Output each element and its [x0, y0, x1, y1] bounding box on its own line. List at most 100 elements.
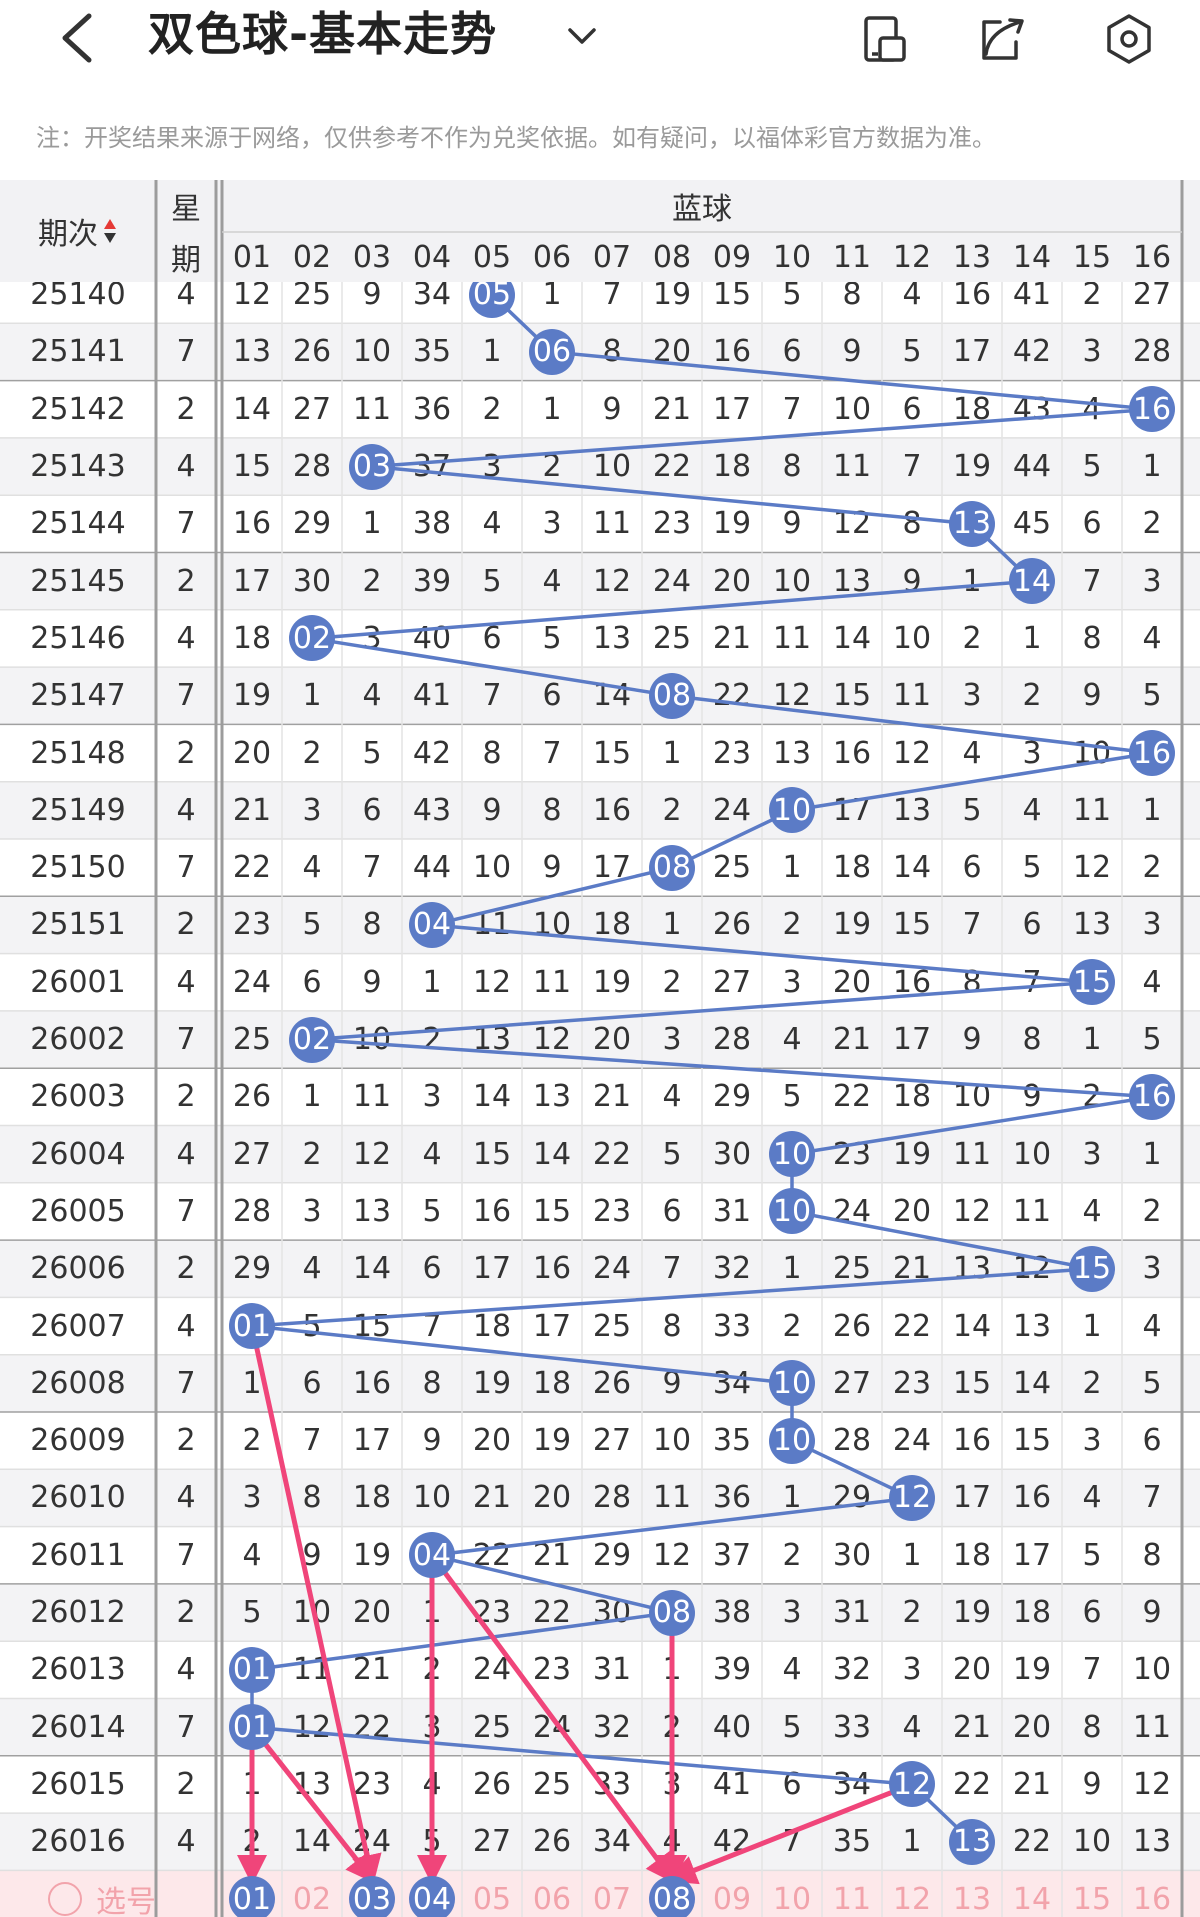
- miss-count-cell: 14: [472, 1079, 512, 1115]
- miss-count-cell: 2: [962, 620, 982, 656]
- mobile-icon[interactable]: [858, 12, 912, 66]
- miss-count-cell: 15: [532, 1193, 572, 1229]
- miss-count-cell: 9: [1142, 1595, 1162, 1631]
- miss-count-cell: 4: [662, 1824, 682, 1860]
- select-number-option[interactable]: 15: [1072, 1881, 1112, 1917]
- miss-count-cell: 3: [1082, 334, 1102, 370]
- share-icon[interactable]: [976, 12, 1030, 66]
- table-row: 25151 2 23 5 8 11 10 18 1 26 2 19 15 7 6 13 3: [0, 896, 1200, 954]
- page-title[interactable]: 双色球-基本走势: [148, 7, 498, 61]
- issue-column-header[interactable]: 期次: [0, 180, 156, 282]
- weekday-cell: 7: [176, 1193, 196, 1229]
- miss-count-cell: 6: [1022, 907, 1042, 943]
- miss-count-cell: 6: [662, 1193, 682, 1229]
- back-icon[interactable]: [55, 10, 99, 66]
- miss-count-cell: 16: [352, 1365, 392, 1401]
- miss-count-cell: 23: [352, 1766, 392, 1802]
- miss-count-cell: 4: [782, 1652, 802, 1688]
- miss-count-cell: 4: [542, 563, 562, 599]
- select-number-option[interactable]: 10: [772, 1881, 812, 1917]
- miss-count-cell: 22: [892, 1308, 932, 1344]
- selected-number-ball[interactable]: 08: [649, 1876, 695, 1917]
- miss-count-cell: 5: [662, 1136, 682, 1172]
- miss-count-cell: 18: [1012, 1595, 1052, 1631]
- miss-count-cell: 6: [1142, 1423, 1162, 1459]
- miss-count-cell: 29: [712, 1079, 752, 1115]
- issue-number: 25141: [30, 334, 126, 370]
- winning-ball: 15: [1069, 1245, 1115, 1292]
- selected-number-ball[interactable]: 01: [229, 1876, 275, 1917]
- miss-count-cell: 34: [592, 1824, 632, 1860]
- miss-count-cell: 27: [1132, 282, 1172, 313]
- miss-count-cell: 13: [232, 334, 272, 370]
- miss-count-cell: 34: [712, 1365, 752, 1401]
- miss-count-cell: 22: [532, 1595, 572, 1631]
- miss-count-cell: 13: [1012, 1308, 1052, 1344]
- miss-count-cell: 16: [832, 735, 872, 771]
- miss-count-cell: 33: [712, 1308, 752, 1344]
- miss-count-cell: 3: [662, 1766, 682, 1802]
- ball-column-header: 03: [352, 239, 392, 275]
- miss-count-cell: 40: [712, 1709, 752, 1745]
- miss-count-cell: 5: [962, 792, 982, 828]
- miss-count-cell: 6: [422, 1251, 442, 1287]
- select-number-option[interactable]: 02: [292, 1881, 332, 1917]
- miss-count-cell: 24: [892, 1423, 932, 1459]
- select-number-option[interactable]: 05: [472, 1881, 512, 1917]
- miss-count-cell: 11: [292, 1652, 332, 1688]
- miss-count-cell: 11: [1132, 1709, 1172, 1745]
- radio-circle-icon[interactable]: [48, 1882, 82, 1917]
- settings-icon[interactable]: [1102, 12, 1156, 66]
- select-number-option[interactable]: 11: [832, 1881, 872, 1917]
- weekday-cell: 2: [176, 735, 196, 771]
- miss-count-cell: 8: [962, 964, 982, 1000]
- miss-count-cell: 18: [952, 391, 992, 427]
- ball-column-header: 12: [892, 239, 932, 275]
- miss-count-cell: 4: [1082, 1193, 1102, 1229]
- miss-count-cell: 8: [1142, 1537, 1162, 1573]
- miss-count-cell: 5: [782, 1079, 802, 1115]
- miss-count-cell: 3: [302, 1193, 322, 1229]
- miss-count-cell: 25: [652, 620, 692, 656]
- miss-count-cell: 19: [472, 1365, 512, 1401]
- miss-count-cell: 11: [352, 1079, 392, 1115]
- miss-count-cell: 39: [412, 563, 452, 599]
- miss-count-cell: 20: [652, 334, 692, 370]
- chevron-down-icon[interactable]: [562, 16, 602, 56]
- miss-count-cell: 24: [232, 964, 272, 1000]
- winning-ball: 01: [229, 1704, 275, 1751]
- miss-count-cell: 5: [362, 735, 382, 771]
- selected-number-ball[interactable]: 03: [349, 1876, 395, 1917]
- miss-count-cell: 26: [532, 1824, 572, 1860]
- miss-count-cell: 6: [782, 1766, 802, 1802]
- miss-count-cell: 7: [602, 282, 622, 313]
- select-number-option[interactable]: 12: [892, 1881, 932, 1917]
- winning-ball: 10: [769, 787, 815, 834]
- miss-count-cell: 4: [902, 1709, 922, 1745]
- miss-count-cell: 13: [952, 1251, 992, 1287]
- miss-count-cell: 31: [832, 1595, 872, 1631]
- select-number-option[interactable]: 16: [1132, 1881, 1172, 1917]
- select-toggle[interactable]: 选号: [48, 1870, 156, 1917]
- miss-count-cell: 5: [302, 1308, 322, 1344]
- miss-count-cell: 6: [1082, 506, 1102, 542]
- miss-count-cell: 5: [242, 1595, 262, 1631]
- weekday-cell: 7: [176, 1365, 196, 1401]
- weekday-cell: 4: [176, 1652, 196, 1688]
- select-number-option[interactable]: 07: [592, 1881, 632, 1917]
- weekday-cell: 7: [176, 1022, 196, 1058]
- miss-count-cell: 10: [472, 850, 512, 886]
- weekday-cell: 7: [176, 1709, 196, 1745]
- miss-count-cell: 3: [422, 1709, 442, 1745]
- miss-count-cell: 24: [352, 1824, 392, 1860]
- table-header: 期次 星 期 蓝球 01 02 03 04 05 06 07 08 09 10 11 12 13 14 15…: [0, 180, 1200, 282]
- miss-count-cell: 11: [532, 964, 572, 1000]
- select-number-option[interactable]: 14: [1012, 1881, 1052, 1917]
- miss-count-cell: 8: [362, 907, 382, 943]
- select-number-option[interactable]: 09: [712, 1881, 752, 1917]
- selected-number-ball[interactable]: 04: [409, 1876, 455, 1917]
- sort-icon[interactable]: [102, 217, 118, 245]
- select-number-option[interactable]: 06: [532, 1881, 572, 1917]
- select-number-option[interactable]: 13: [952, 1881, 992, 1917]
- miss-count-cell: 2: [1022, 678, 1042, 714]
